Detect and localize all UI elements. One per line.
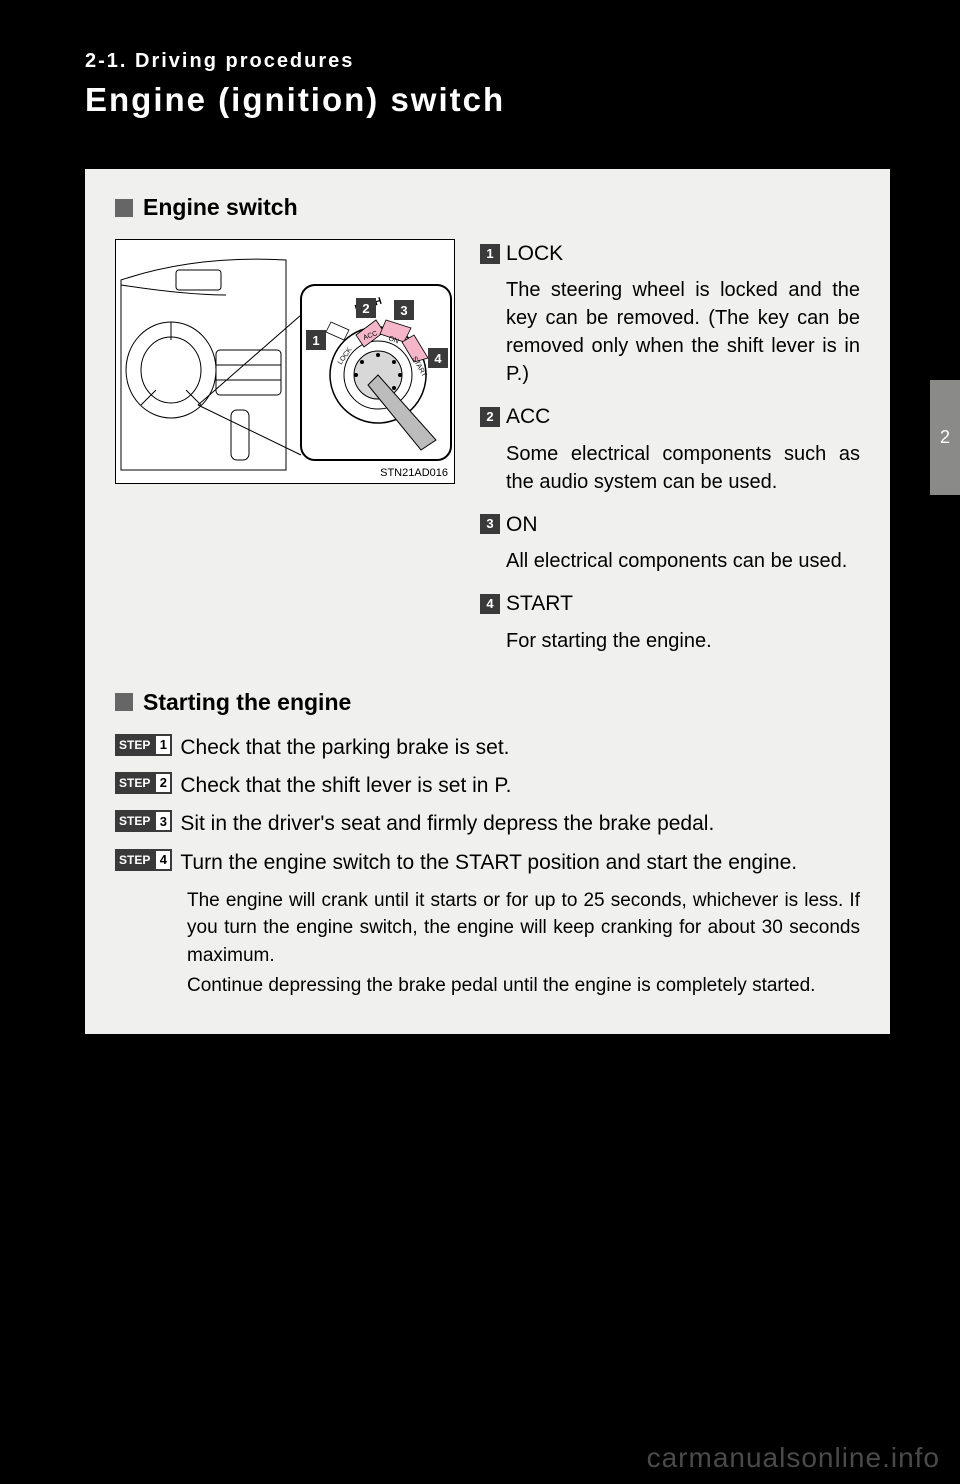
chapter-tab-number: 2 bbox=[940, 427, 950, 448]
position-item: 2 ACC Some electrical components such as… bbox=[480, 402, 860, 495]
position-number-icon: 4 bbox=[480, 594, 500, 614]
content-panel: Engine switch bbox=[85, 169, 890, 1034]
position-number-icon: 2 bbox=[480, 407, 500, 427]
diagram-callout-2: 2 bbox=[356, 298, 376, 318]
engine-switch-heading: Engine switch bbox=[115, 194, 860, 221]
step-badge: STEP 4 bbox=[115, 849, 172, 871]
bullet-square-icon bbox=[115, 199, 133, 217]
diagram-id-label: STN21AD016 bbox=[380, 467, 448, 479]
engine-switch-heading-text: Engine switch bbox=[143, 194, 298, 221]
position-number-icon: 3 bbox=[480, 514, 500, 534]
page-header: 2-1. Driving procedures Engine (ignition… bbox=[0, 0, 960, 139]
section-number: 2-1. Driving procedures bbox=[85, 50, 960, 73]
diagram-svg: LOCK ACC ON START PUSH bbox=[116, 240, 456, 485]
position-head: 3 ON bbox=[480, 510, 860, 539]
page-title: Engine (ignition) switch bbox=[85, 81, 960, 119]
position-title: ON bbox=[506, 510, 538, 539]
chapter-tab: 2 bbox=[930, 380, 960, 495]
diagram-callout-4: 4 bbox=[428, 348, 448, 368]
step-row: STEP 1 Check that the parking brake is s… bbox=[115, 734, 860, 762]
step-note: The engine will crank until it starts or… bbox=[187, 887, 860, 970]
step-badge: STEP 2 bbox=[115, 772, 172, 794]
position-head: 2 ACC bbox=[480, 402, 860, 431]
step-row: STEP 4 Turn the engine switch to the STA… bbox=[115, 849, 860, 877]
diagram-callout-1: 1 bbox=[306, 330, 326, 350]
position-body: The steering wheel is locked and the key… bbox=[506, 276, 860, 388]
position-item: 4 START For starting the engine. bbox=[480, 589, 860, 654]
step-word: STEP bbox=[115, 734, 154, 756]
position-body: Some electrical components such as the a… bbox=[506, 440, 860, 496]
step-word: STEP bbox=[115, 810, 154, 832]
step-row: STEP 2 Check that the shift lever is set… bbox=[115, 772, 860, 800]
position-title: LOCK bbox=[506, 239, 563, 268]
step-word: STEP bbox=[115, 849, 154, 871]
starting-heading-text: Starting the engine bbox=[143, 689, 351, 716]
position-number-icon: 1 bbox=[480, 244, 500, 264]
position-title: START bbox=[506, 589, 573, 618]
step-text: Check that the parking brake is set. bbox=[180, 734, 860, 762]
step-number: 3 bbox=[154, 810, 172, 832]
bullet-square-icon bbox=[115, 693, 133, 711]
position-title: ACC bbox=[506, 402, 550, 431]
step-text: Turn the engine switch to the START posi… bbox=[180, 849, 860, 877]
step-word: STEP bbox=[115, 772, 154, 794]
starting-heading: Starting the engine bbox=[115, 689, 860, 716]
step-badge: STEP 1 bbox=[115, 734, 172, 756]
position-descriptions: 1 LOCK The steering wheel is locked and … bbox=[480, 239, 860, 669]
step-note: Continue depressing the brake pedal unti… bbox=[187, 972, 860, 1000]
watermark-text: carmanualsonline.info bbox=[647, 1442, 940, 1474]
position-head: 1 LOCK bbox=[480, 239, 860, 268]
step-text: Check that the shift lever is set in P. bbox=[180, 772, 860, 800]
step-row: STEP 3 Sit in the driver's seat and firm… bbox=[115, 810, 860, 838]
diagram-callout-3: 3 bbox=[394, 300, 414, 320]
step-number: 1 bbox=[154, 734, 172, 756]
position-body: All electrical components can be used. bbox=[506, 547, 860, 575]
position-head: 4 START bbox=[480, 589, 860, 618]
step-number: 2 bbox=[154, 772, 172, 794]
steps-list: STEP 1 Check that the parking brake is s… bbox=[115, 734, 860, 1000]
engine-switch-row: LOCK ACC ON START PUSH 1 2 3 4 STN21AD01… bbox=[115, 239, 860, 669]
step-text: Sit in the driver's seat and firmly depr… bbox=[180, 810, 860, 838]
position-body: For starting the engine. bbox=[506, 627, 860, 655]
ignition-diagram: LOCK ACC ON START PUSH 1 2 3 4 STN21AD01… bbox=[115, 239, 455, 484]
position-item: 1 LOCK The steering wheel is locked and … bbox=[480, 239, 860, 388]
step-badge: STEP 3 bbox=[115, 810, 172, 832]
step-number: 4 bbox=[154, 849, 172, 871]
position-item: 3 ON All electrical components can be us… bbox=[480, 510, 860, 575]
